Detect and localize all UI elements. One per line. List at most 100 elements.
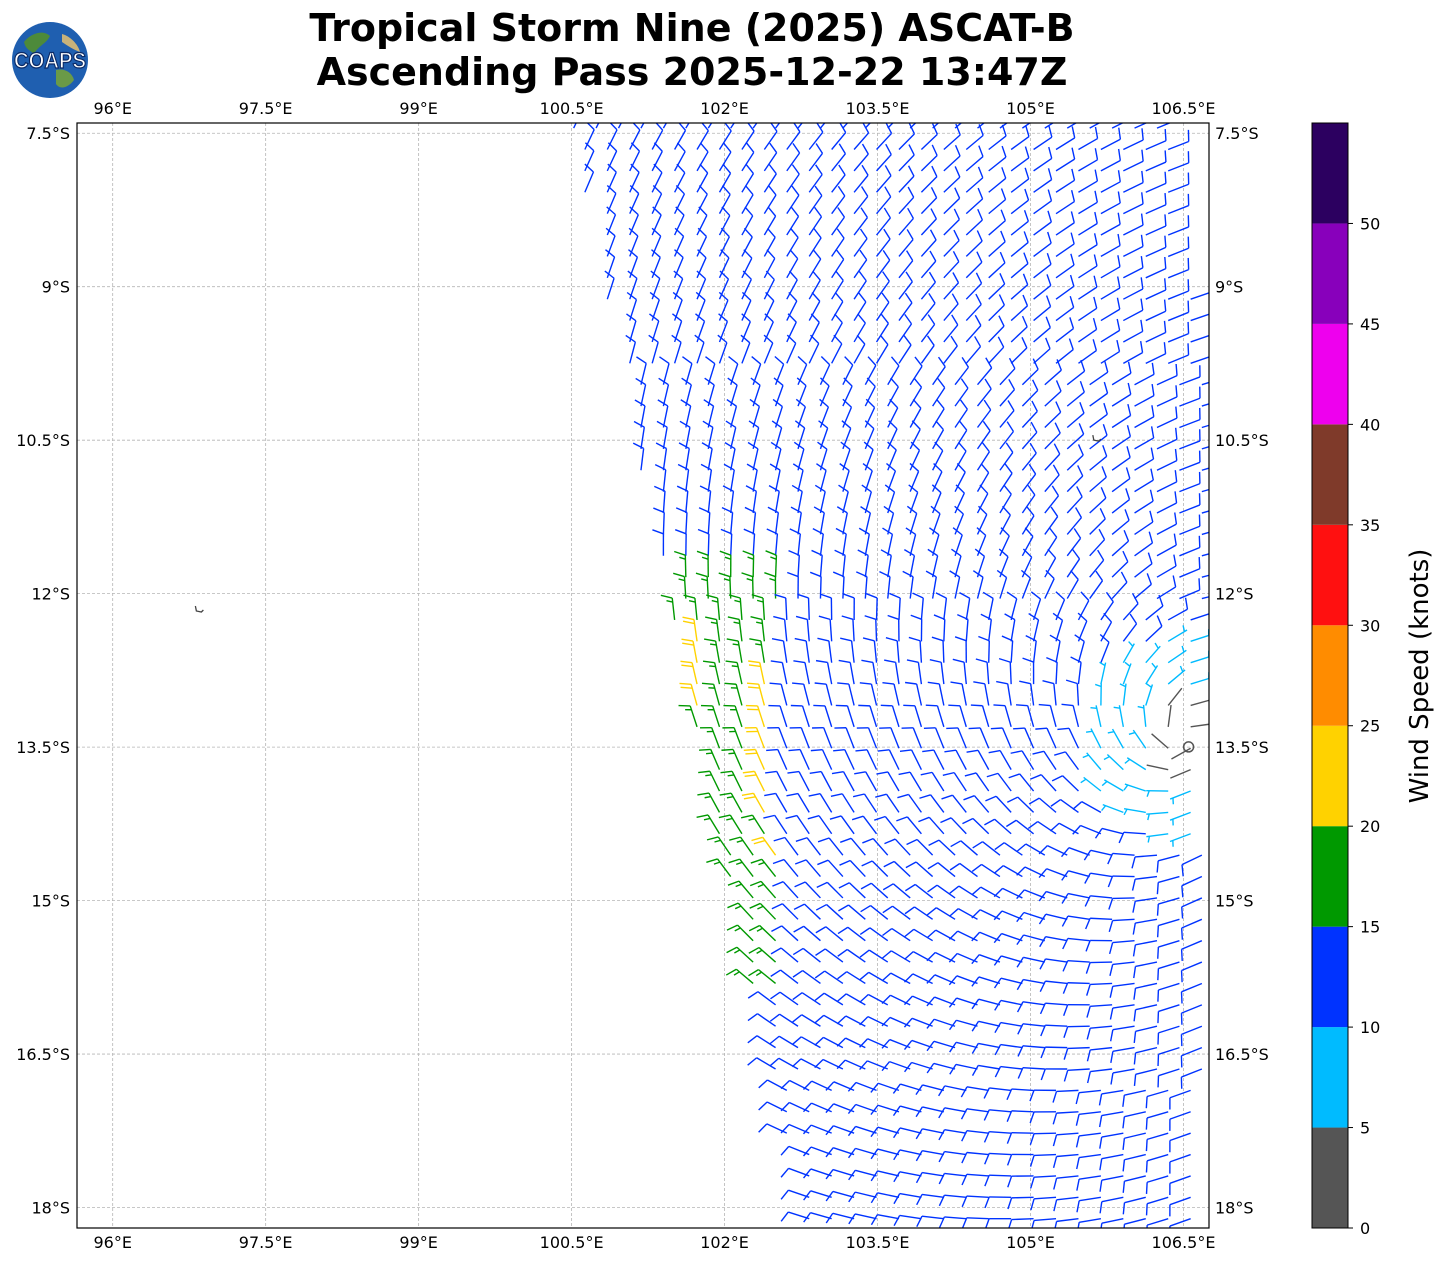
wind-barb bbox=[954, 636, 967, 663]
wind-barb bbox=[1044, 123, 1055, 129]
wind-barb bbox=[706, 858, 732, 877]
wind-barb bbox=[717, 334, 728, 364]
wind-barb bbox=[870, 1213, 900, 1226]
wind-barb bbox=[962, 817, 990, 835]
wind-barb bbox=[795, 837, 822, 856]
wind-barb bbox=[678, 704, 698, 728]
wind-barb bbox=[1028, 612, 1040, 642]
wind-barb bbox=[954, 441, 967, 471]
wind-barb bbox=[1146, 811, 1169, 821]
wind-barb bbox=[1055, 211, 1075, 236]
wind-barb bbox=[1062, 982, 1090, 994]
wind-barb bbox=[1053, 1196, 1079, 1212]
wind-barb bbox=[769, 1057, 799, 1070]
wind-barb bbox=[718, 185, 731, 214]
wind-barb bbox=[855, 749, 878, 770]
wind-barb bbox=[971, 1064, 1001, 1076]
wind-barb bbox=[1167, 645, 1187, 664]
wind-barb bbox=[893, 1127, 922, 1139]
wind-barb bbox=[965, 166, 984, 193]
colorbar-bin bbox=[1312, 926, 1348, 1028]
wind-barb bbox=[792, 1014, 821, 1027]
wind-barb bbox=[1055, 232, 1075, 257]
wind-barb bbox=[999, 463, 1013, 493]
wind-barb bbox=[1072, 801, 1102, 814]
wind-barb bbox=[976, 399, 992, 428]
wind-barb bbox=[1099, 1132, 1124, 1149]
wind-barb bbox=[816, 881, 844, 899]
wind-barb bbox=[1145, 278, 1167, 300]
wind-barb bbox=[1060, 847, 1090, 858]
wind-barb bbox=[1057, 727, 1080, 749]
wind-barb bbox=[898, 165, 915, 193]
wind-barb bbox=[1038, 890, 1068, 902]
wind-barb bbox=[864, 377, 876, 407]
wind-barb bbox=[875, 271, 890, 300]
wind-barb bbox=[898, 186, 915, 215]
lat-tick-label-right: 15°S bbox=[1215, 892, 1254, 911]
wind-barb bbox=[1021, 506, 1035, 535]
wind-barb bbox=[1156, 363, 1178, 386]
wind-barb bbox=[927, 884, 956, 899]
wind-barb bbox=[920, 335, 935, 364]
wind-barb bbox=[1167, 215, 1190, 236]
wind-barb bbox=[718, 249, 730, 279]
wind-barb bbox=[1066, 402, 1085, 429]
wind-barb bbox=[1156, 875, 1180, 895]
wind-barb bbox=[745, 704, 766, 728]
wind-barb bbox=[651, 184, 663, 214]
wind-barb bbox=[763, 142, 778, 172]
wind-barb bbox=[927, 681, 945, 706]
wind-barb bbox=[1086, 1004, 1113, 1018]
wind-barb bbox=[725, 420, 737, 450]
wind-barb bbox=[943, 250, 960, 279]
wind-barb bbox=[963, 795, 990, 813]
colorbar-bin bbox=[1312, 323, 1348, 425]
wind-barb bbox=[861, 484, 872, 514]
colorbar-frame bbox=[1311, 122, 1349, 1229]
wind-barb bbox=[1134, 489, 1154, 514]
wind-barb bbox=[887, 398, 899, 428]
wind-barb bbox=[840, 637, 855, 663]
wind-barb bbox=[928, 839, 956, 856]
wind-barb bbox=[650, 270, 661, 300]
wind-barb bbox=[988, 188, 1007, 215]
wind-barb bbox=[915, 1084, 945, 1096]
wind-barb bbox=[862, 837, 889, 856]
wind-barb bbox=[961, 1195, 989, 1208]
wind-barb bbox=[1201, 488, 1209, 493]
wind-barb bbox=[961, 1129, 989, 1142]
wind-barb bbox=[1052, 1153, 1079, 1168]
wind-barb bbox=[1132, 918, 1158, 935]
wind-barb bbox=[842, 356, 854, 386]
wind-barb bbox=[1021, 379, 1039, 407]
wind-barb bbox=[808, 313, 820, 343]
wind-barb bbox=[802, 1080, 832, 1092]
colorbar-tick-label: 45 bbox=[1360, 315, 1380, 334]
wind-barb bbox=[862, 637, 878, 663]
wind-barb bbox=[988, 294, 1005, 322]
wind-barb bbox=[853, 143, 869, 172]
wind-barb bbox=[1066, 528, 1082, 557]
wind-barb bbox=[918, 816, 945, 835]
wind-barb bbox=[925, 570, 937, 599]
wind-barb bbox=[1042, 680, 1057, 706]
colorbar-tick-label: 20 bbox=[1360, 817, 1380, 836]
colorbar-tick-label: 0 bbox=[1360, 1219, 1370, 1238]
wind-barb bbox=[1001, 635, 1014, 663]
wind-barb bbox=[1107, 728, 1124, 749]
wind-barb bbox=[1169, 1175, 1191, 1195]
wind-barb bbox=[948, 704, 967, 728]
wind-barb bbox=[758, 1101, 788, 1113]
wind-barb bbox=[1167, 257, 1190, 279]
wind-barb bbox=[1044, 359, 1062, 386]
wind-barb bbox=[952, 658, 967, 685]
wind-barb bbox=[905, 527, 917, 556]
wind-barb bbox=[875, 334, 889, 364]
wind-barb bbox=[1181, 854, 1203, 877]
wind-barb bbox=[999, 379, 1016, 407]
wind-barb bbox=[882, 527, 894, 556]
wind-barb bbox=[1169, 1111, 1191, 1131]
wind-barb bbox=[625, 334, 637, 364]
wind-barb bbox=[1201, 531, 1209, 536]
